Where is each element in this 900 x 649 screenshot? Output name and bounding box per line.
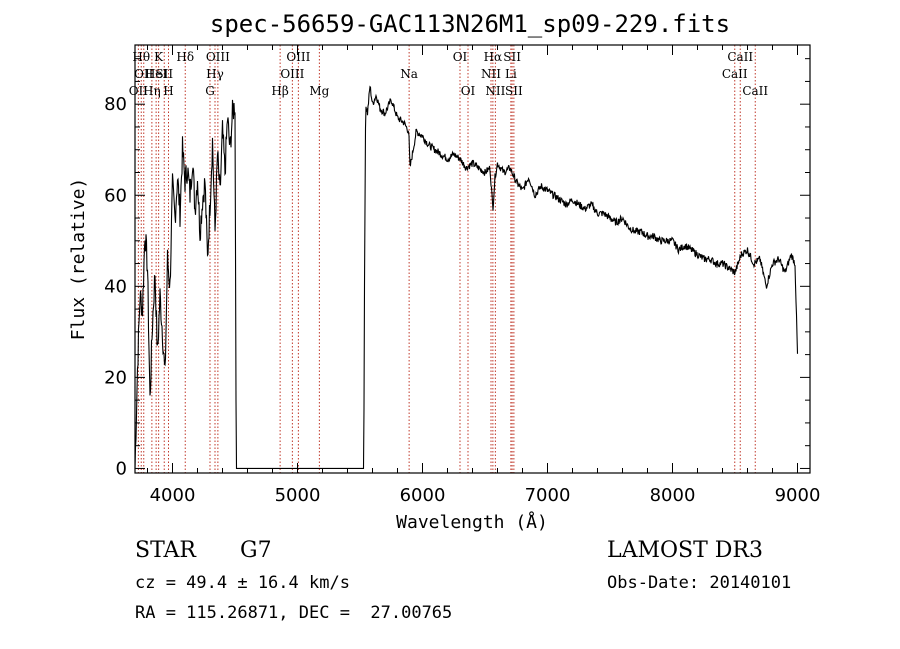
object-subclass: G7 xyxy=(240,538,272,563)
obs-date-text: Obs-Date: 20140101 xyxy=(607,573,792,593)
line-label-11: OIII xyxy=(206,50,230,64)
line-label-3: Hη xyxy=(143,84,161,98)
spectrum-series xyxy=(134,85,799,469)
x-tick-label-3: 7000 xyxy=(525,485,571,506)
line-label-25: CaII xyxy=(722,67,748,81)
line-label-1: Hθ xyxy=(132,50,150,64)
line-label-0: OII xyxy=(129,84,149,98)
y-tick-label-4: 80 xyxy=(104,94,127,115)
axis-ticks xyxy=(135,45,810,473)
line-label-7: H xyxy=(163,84,173,98)
line-label-19: NII xyxy=(481,67,501,81)
line-label-4: HeI xyxy=(145,67,168,81)
y-tick-label-0: 0 xyxy=(116,458,127,479)
x-tick-label-4: 8000 xyxy=(650,485,696,506)
line-label-9: G xyxy=(205,84,215,98)
y-axis-title: Flux (relative) xyxy=(68,178,89,341)
chart-title: spec-56659-GAC113N26M1_sp09-229.fits xyxy=(210,10,730,38)
line-label-5: K xyxy=(154,50,164,64)
line-label-13: OIII xyxy=(280,67,304,81)
y-tick-label-3: 60 xyxy=(104,185,127,206)
x-tick-label-0: 4000 xyxy=(150,485,196,506)
spectrum-line xyxy=(134,85,799,469)
survey-name: LAMOST DR3 xyxy=(607,538,763,563)
line-label-15: Mg xyxy=(309,84,329,98)
line-label-27: CaII xyxy=(742,84,768,98)
line-label-2: OII xyxy=(134,67,154,81)
spectral-line-labels: OIIHθOIIHηHeIKSIIHHδGHγOIIIHβOIIIOIIIMgN… xyxy=(129,50,769,98)
line-label-26: CaII xyxy=(727,50,753,64)
line-label-10: Hγ xyxy=(206,67,224,81)
axis-tick-labels: 4000 5000 6000 7000 8000 9000 0 20 40 60 80 xyxy=(104,94,820,506)
line-label-16: Na xyxy=(400,67,418,81)
line-label-8: Hδ xyxy=(176,50,194,64)
line-label-14: OIII xyxy=(286,50,310,64)
line-label-21: NII xyxy=(485,84,505,98)
line-label-24: SII xyxy=(505,84,523,98)
coordinates-text: RA = 115.26871, DEC = 27.00765 xyxy=(135,603,453,623)
line-label-17: OI xyxy=(453,50,468,64)
line-label-22: Li xyxy=(505,67,517,81)
line-label-18: OI xyxy=(461,84,476,98)
x-axis-title: Wavelength (Å) xyxy=(396,511,548,533)
redshift-text: cz = 49.4 ± 16.4 km/s xyxy=(135,573,350,593)
x-tick-label-2: 6000 xyxy=(400,485,446,506)
spectral-line-markers xyxy=(137,45,756,473)
y-tick-label-2: 40 xyxy=(104,276,127,297)
line-label-23: SII xyxy=(503,50,521,64)
line-label-6: SII xyxy=(155,67,173,81)
x-tick-label-1: 5000 xyxy=(275,485,321,506)
object-class: STAR xyxy=(135,538,196,563)
line-label-12: Hβ xyxy=(271,84,288,98)
y-tick-label-1: 20 xyxy=(104,367,127,388)
x-tick-label-5: 9000 xyxy=(775,485,821,506)
line-label-20: Hα xyxy=(484,50,503,64)
